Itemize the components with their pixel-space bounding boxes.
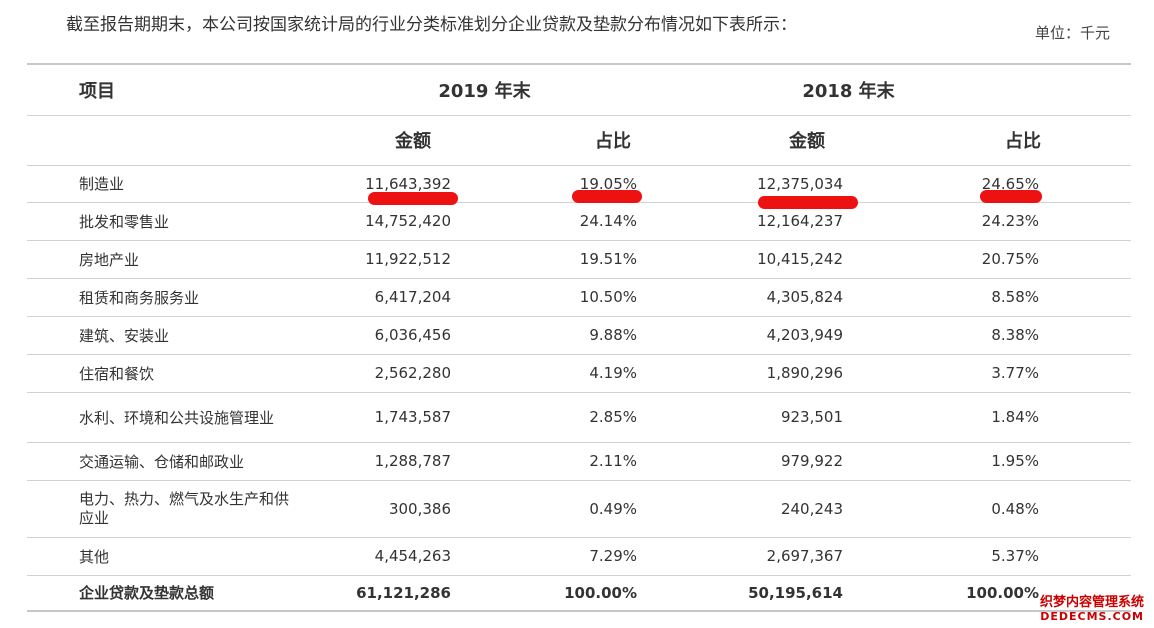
header-item: 项目 [27,63,297,116]
total-name: 企业贷款及垫款总额 [27,575,297,612]
table-row: 建筑、安装业 6,036,456 9.88% 4,203,949 8.38% [27,316,1131,355]
row-amount-2018: 2,697,367 [643,537,849,576]
watermark-line1: 织梦内容管理系统 [1039,595,1144,610]
row-ratio-2018: 8.38% [849,316,1045,355]
row-ratio-2019: 2.85% [457,392,643,443]
row-pad [1045,165,1131,203]
row-ratio-2018: 24.23% [849,202,1045,241]
row-amount-2018: 240,243 [643,480,849,538]
row-amount-2018: 923,501 [643,392,849,443]
intro-text: 截至报告期期末，本公司按国家统计局的行业分类标准划分企业贷款及垫款分布情况如下表… [66,15,797,35]
row-ratio-2019: 9.88% [457,316,643,355]
row-amount-2018: 979,922 [643,442,849,481]
row-name-cell: 电力、热力、燃气及水生产和供应业 [27,480,297,538]
row-amount-2019: 1,743,587 [297,392,457,443]
header-ratio-2019: 占比 [457,115,643,166]
header-row-years: 项目 2019 年末 2018 年末 [27,63,1131,116]
loan-distribution-table-wrapper: 项目 2019 年末 2018 年末 金额 占比 金额 占比 制造业 11,64… [27,63,1131,612]
row-name: 租赁和商务服务业 [27,278,297,317]
table-row: 电力、热力、燃气及水生产和供应业 300,386 0.49% 240,243 0… [27,480,1131,538]
header-2018: 2018 年末 [643,63,1045,116]
header-pad [1045,115,1131,166]
row-name: 批发和零售业 [27,202,297,241]
row-ratio-2018: 5.37% [849,537,1045,576]
table-row: 水利、环境和公共设施管理业 1,743,587 2.85% 923,501 1.… [27,392,1131,443]
header-pad [1045,63,1131,116]
row-pad [1045,240,1131,279]
header-ratio-2018: 占比 [849,115,1045,166]
total-ratio-2018: 100.00% [849,575,1045,612]
row-pad [1045,354,1131,393]
total-row: 企业贷款及垫款总额 61,121,286 100.00% 50,195,614 … [27,575,1131,612]
header-amount-2018: 金额 [643,115,849,166]
row-amount-2019: 1,288,787 [297,442,457,481]
row-name: 房地产业 [27,240,297,279]
row-pad [1045,202,1131,241]
row-amount-2019: 11,922,512 [297,240,457,279]
row-ratio-2019: 4.19% [457,354,643,393]
row-pad [1045,575,1131,612]
row-ratio-2018: 0.48% [849,480,1045,538]
total-ratio-2019: 100.00% [457,575,643,612]
row-pad [1045,392,1131,443]
row-ratio-2019: 10.50% [457,278,643,317]
row-ratio-2019: 19.51% [457,240,643,279]
row-name: 住宿和餐饮 [27,354,297,393]
table-row: 交通运输、仓储和邮政业 1,288,787 2.11% 979,922 1.95… [27,442,1131,481]
header-2019: 2019 年末 [297,63,643,116]
row-pad [1045,316,1131,355]
highlight-mark-amount-2019 [368,192,458,205]
row-amount-2018: 4,305,824 [643,278,849,317]
unit-label: 单位：千元 [1034,24,1110,42]
row-ratio-2019: 0.49% [457,480,643,538]
row-name: 其他 [27,537,297,576]
row-pad [1045,480,1131,538]
loan-distribution-table: 项目 2019 年末 2018 年末 金额 占比 金额 占比 制造业 11,64… [27,63,1131,612]
table-row: 其他 4,454,263 7.29% 2,697,367 5.37% [27,537,1131,576]
table-row: 住宿和餐饮 2,562,280 4.19% 1,890,296 3.77% [27,354,1131,393]
row-amount-2019: 4,454,263 [297,537,457,576]
row-ratio-2018: 8.58% [849,278,1045,317]
row-amount-2019: 300,386 [297,480,457,538]
table-row: 批发和零售业 14,752,420 24.14% 12,164,237 24.2… [27,202,1131,241]
row-pad [1045,278,1131,317]
table-row: 房地产业 11,922,512 19.51% 10,415,242 20.75% [27,240,1131,279]
highlight-mark-ratio-2018 [980,190,1042,203]
row-ratio-2018: 1.95% [849,442,1045,481]
row-ratio-2019: 24.14% [457,202,643,241]
watermark-line2: DEDECMS.COM [1040,610,1144,623]
row-amount-2019: 14,752,420 [297,202,457,241]
total-amount-2018: 50,195,614 [643,575,849,612]
row-ratio-2018: 3.77% [849,354,1045,393]
row-ratio-2019: 7.29% [457,537,643,576]
row-name: 电力、热力、燃气及水生产和供应业 [79,489,290,527]
row-ratio-2019: 2.11% [457,442,643,481]
highlight-mark-ratio-2019 [572,190,642,203]
row-amount-2019: 6,417,204 [297,278,457,317]
row-name: 建筑、安装业 [27,316,297,355]
row-amount-2019: 2,562,280 [297,354,457,393]
header-blank [27,115,297,166]
row-amount-2018: 1,890,296 [643,354,849,393]
row-name: 交通运输、仓储和邮政业 [27,442,297,481]
watermark: 织梦内容管理系统 DEDECMS.COM [1040,596,1144,624]
row-ratio-2018: 1.84% [849,392,1045,443]
row-amount-2018: 10,415,242 [643,240,849,279]
row-amount-2019: 6,036,456 [297,316,457,355]
highlight-mark-amount-2018 [758,196,858,209]
row-name: 制造业 [27,165,297,203]
total-amount-2019: 61,121,286 [297,575,457,612]
header-amount-2019: 金额 [297,115,457,166]
row-name: 水利、环境和公共设施管理业 [27,392,297,443]
row-pad [1045,442,1131,481]
row-pad [1045,537,1131,576]
row-ratio-2018: 20.75% [849,240,1045,279]
row-amount-2018: 4,203,949 [643,316,849,355]
header-row-sub: 金额 占比 金额 占比 [27,115,1131,166]
table-row: 租赁和商务服务业 6,417,204 10.50% 4,305,824 8.58… [27,278,1131,317]
